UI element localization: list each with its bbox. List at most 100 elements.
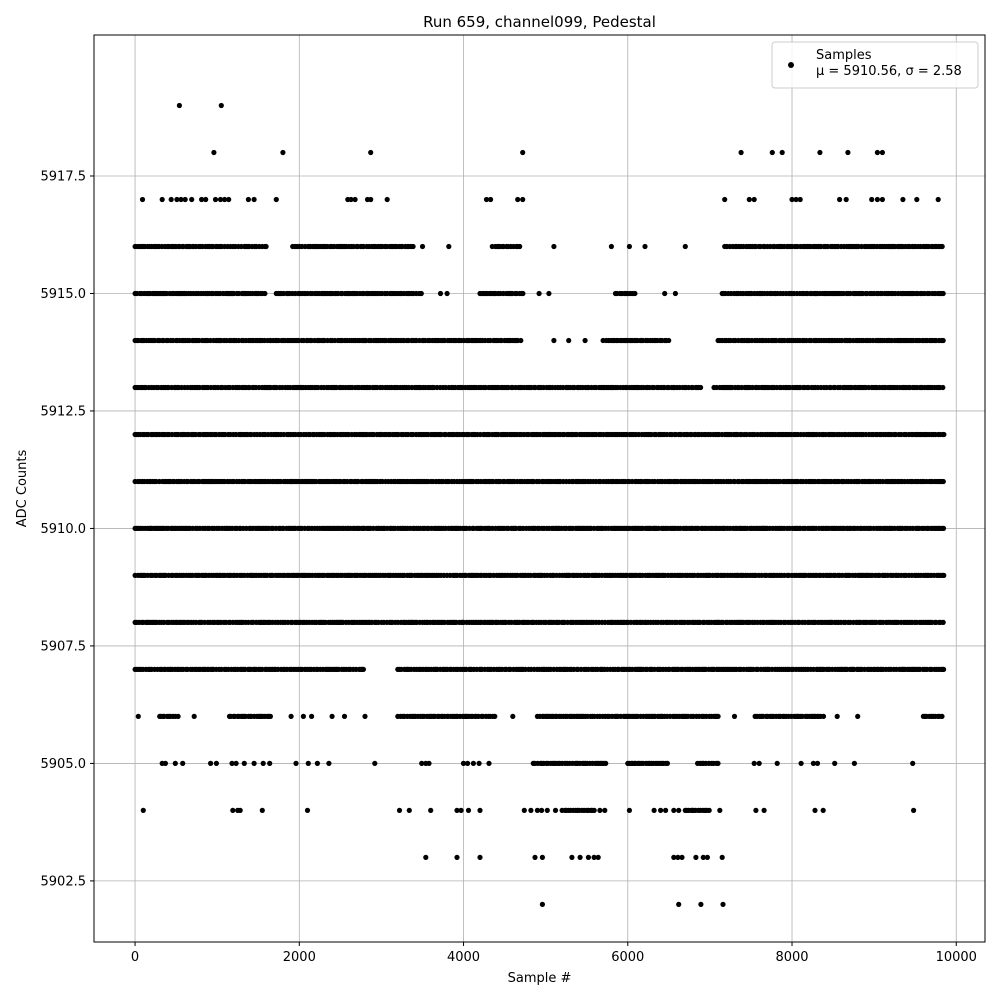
data-point <box>717 807 723 814</box>
data-point <box>582 337 588 344</box>
data-point <box>176 102 182 109</box>
data-point <box>551 337 557 344</box>
data-point <box>769 149 775 156</box>
data-point <box>419 760 425 767</box>
y-axis-ticks: 5902.5 5905.0 5907.5 5910.0 5912.5 5915.0 5917… <box>41 169 94 889</box>
data-point <box>520 149 526 156</box>
data-point <box>372 760 378 767</box>
data-point <box>492 713 498 720</box>
data-point <box>428 807 434 814</box>
data-point <box>551 243 557 250</box>
data-point <box>700 854 706 861</box>
data-point <box>874 196 881 203</box>
data-point <box>698 384 704 391</box>
data-point <box>251 196 257 203</box>
data-point <box>682 243 688 250</box>
data-point <box>751 760 757 767</box>
x-tick-label: 0 <box>131 950 139 965</box>
data-point <box>384 196 390 203</box>
data-point <box>722 196 728 203</box>
data-point <box>662 290 668 297</box>
data-point <box>774 760 780 767</box>
data-point <box>406 807 412 814</box>
data-point <box>591 854 597 861</box>
data-point <box>814 760 821 767</box>
data-point <box>454 854 460 861</box>
data-point <box>704 854 711 861</box>
data-point <box>810 760 817 767</box>
x-axis-label: Sample # <box>508 971 572 986</box>
legend-marker <box>788 62 794 68</box>
data-point <box>174 196 180 203</box>
data-point <box>941 431 947 438</box>
data-point <box>676 901 682 908</box>
data-point <box>789 196 795 203</box>
data-point <box>851 760 858 767</box>
data-point <box>642 243 648 250</box>
data-point <box>820 713 827 720</box>
data-point <box>217 196 224 203</box>
data-point <box>191 713 197 720</box>
x-axis-ticks: 0 2000 4000 6000 8000 10000 <box>131 942 977 965</box>
data-point <box>288 713 294 720</box>
data-point <box>751 196 757 203</box>
data-point <box>911 807 917 814</box>
chart-title: Run 659, channel099, Pedestal <box>423 13 656 31</box>
data-point <box>211 149 217 156</box>
grid-lines <box>94 35 985 942</box>
data-point <box>241 760 247 767</box>
data-point <box>715 760 721 767</box>
data-point <box>208 760 214 767</box>
data-point <box>663 807 669 814</box>
data-point <box>869 196 875 203</box>
data-point <box>352 196 358 203</box>
data-point <box>213 760 219 767</box>
y-tick-label: 5910.0 <box>41 522 87 537</box>
data-point <box>671 807 677 814</box>
data-point <box>832 760 838 767</box>
data-point <box>597 807 603 814</box>
data-point <box>940 525 947 532</box>
data-point <box>300 713 306 720</box>
data-point <box>528 807 534 814</box>
data-point <box>483 196 490 203</box>
data-point <box>845 149 851 156</box>
data-point <box>168 196 174 203</box>
data-point <box>585 854 592 861</box>
data-point <box>834 713 840 720</box>
data-point <box>539 854 546 861</box>
data-point <box>454 807 460 814</box>
data-point <box>477 854 483 861</box>
data-point <box>218 102 224 109</box>
y-tick-label: 5907.5 <box>41 639 87 654</box>
data-point <box>910 760 916 767</box>
data-point <box>658 807 664 814</box>
data-point <box>793 196 799 203</box>
data-point <box>341 713 348 720</box>
data-point <box>820 807 826 814</box>
data-point <box>940 478 946 485</box>
data-point <box>939 713 945 720</box>
data-point <box>632 290 638 297</box>
data-point <box>470 760 476 767</box>
data-point <box>304 807 311 814</box>
data-point <box>753 807 759 814</box>
data-point <box>720 901 726 908</box>
legend-entry-stats: μ = 5910.56, σ = 2.58 <box>816 64 962 79</box>
data-point <box>797 196 803 203</box>
data-point <box>698 901 704 908</box>
y-tick-label: 5902.5 <box>41 874 87 889</box>
data-point <box>362 713 368 720</box>
data-point <box>226 196 232 203</box>
data-point <box>410 243 416 250</box>
data-point <box>914 196 920 203</box>
data-point <box>212 196 219 203</box>
data-point <box>608 243 615 250</box>
data-point <box>329 713 335 720</box>
data-point <box>135 713 141 720</box>
data-point <box>460 760 467 767</box>
data-point <box>517 243 523 250</box>
data-point <box>515 196 521 203</box>
data-point <box>679 854 685 861</box>
